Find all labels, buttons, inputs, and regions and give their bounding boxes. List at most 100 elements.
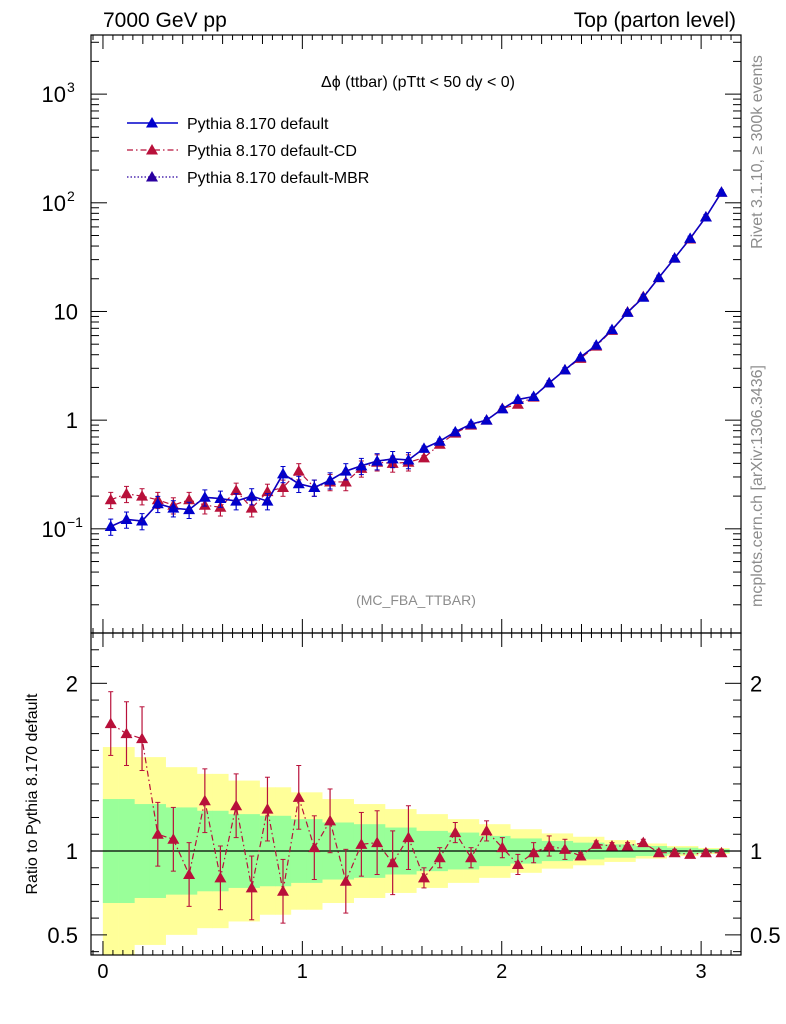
ratio-data-point <box>245 881 258 893</box>
y-tick-label-exponent: 2 <box>67 188 75 204</box>
ratio-line <box>110 723 722 892</box>
data-point <box>230 484 243 496</box>
ratio-data-point <box>355 838 368 849</box>
data-point <box>261 485 274 497</box>
ratio-y-tick-label: 2 <box>66 671 78 696</box>
data-point <box>151 497 164 509</box>
data-point <box>433 435 446 446</box>
ratio-data-point <box>496 841 509 853</box>
data-point <box>574 351 587 362</box>
ratio-data-point <box>621 839 634 851</box>
y-tick-label: 10 <box>54 299 78 324</box>
data-point <box>245 490 258 501</box>
ratio-data-point <box>433 851 446 863</box>
legend-marker <box>146 171 158 182</box>
ratio-data-point <box>386 856 399 868</box>
data-point <box>402 453 415 465</box>
data-point <box>339 475 352 487</box>
ratio-data-point <box>465 851 478 863</box>
y-tick-label: 10 <box>42 517 66 542</box>
data-point <box>120 487 133 499</box>
series-2 <box>110 191 722 528</box>
ratio-data-point <box>214 871 227 883</box>
data-point <box>120 513 133 524</box>
y-tick-label-exponent: 3 <box>67 79 75 95</box>
ratio-data-point <box>198 794 211 806</box>
ratio-y-tick-label: 0.5 <box>47 923 78 948</box>
data-point <box>230 495 243 506</box>
ratio-data-point <box>605 839 618 851</box>
y-tick-label: 10 <box>42 82 66 107</box>
ratio-y-tick-label-right: 2 <box>750 671 762 696</box>
ratio-data-point <box>104 717 117 729</box>
ratio-data-point <box>417 871 430 883</box>
ratio-data-point <box>684 848 697 859</box>
ratio-data-point <box>527 846 540 858</box>
data-point <box>417 451 430 463</box>
ratio-frame <box>90 632 742 956</box>
ratio-data-point <box>324 814 337 826</box>
ratio-ylabel: Ratio to Pythia 8.170 default <box>24 693 41 895</box>
data-point <box>637 291 650 302</box>
ratio-data-point <box>151 828 164 839</box>
ratio-y-tick-label-right: 0.5 <box>750 923 781 948</box>
legend-label: Pythia 8.170 default <box>187 116 329 133</box>
data-point <box>277 467 290 479</box>
ratio-panel: 0 1 2 3 0.5 0.5 1 1 2 2 <box>47 632 781 983</box>
header-left: 7000 GeV pp <box>103 9 227 32</box>
data-point <box>167 502 180 513</box>
ratio-data-point <box>715 846 728 858</box>
ratio-data-point <box>668 846 681 858</box>
rivet-label: Rivet 3.1.10, ≥ 300k events <box>749 55 766 249</box>
ratio-data-point <box>292 791 305 802</box>
data-point <box>605 323 618 335</box>
ratio-data-point <box>480 824 493 836</box>
data-point <box>324 474 337 485</box>
data-point <box>292 477 305 489</box>
ratio-y-tick-label: 1 <box>66 839 78 864</box>
ratio-data-point <box>261 803 274 814</box>
ratio-data-point <box>136 732 149 744</box>
x-tick-label: 1 <box>297 961 308 983</box>
y-tick-label: 10 <box>42 191 66 216</box>
data-point <box>136 515 149 526</box>
ratio-y-tick-label-right: 1 <box>750 839 762 864</box>
data-point <box>261 495 274 506</box>
analysis-tag: (MC_FBA_TTBAR) <box>356 592 476 608</box>
ratio-data-point <box>590 838 603 849</box>
data-point <box>104 493 117 505</box>
x-tick-label: 3 <box>696 961 707 983</box>
data-point <box>277 481 290 493</box>
ratio-data-point <box>637 836 650 848</box>
series-line <box>110 191 723 528</box>
ratio-data-point <box>402 831 415 843</box>
data-point <box>652 271 665 283</box>
data-point <box>355 459 368 471</box>
ratio-data-point <box>230 799 243 811</box>
data-point <box>496 402 509 414</box>
ratio-data-point <box>277 885 290 896</box>
data-point <box>371 455 384 466</box>
data-point <box>183 493 196 505</box>
data-point <box>198 491 211 502</box>
data-point <box>386 452 399 464</box>
data-point <box>511 393 524 404</box>
series-line <box>110 191 722 510</box>
ratio-data-point <box>699 846 712 858</box>
data-point <box>621 306 634 317</box>
x-tick-label: 2 <box>496 961 507 983</box>
series-0 <box>104 186 728 536</box>
ratio-data-point <box>558 843 571 854</box>
data-point <box>214 492 227 504</box>
data-point <box>104 520 117 532</box>
header-right: Top (parton level) <box>574 9 736 32</box>
ratio-data-point <box>167 833 180 844</box>
data-point <box>715 186 728 197</box>
ratio-data-point <box>543 839 556 851</box>
ratio-data-point <box>120 727 133 739</box>
legend: Pythia 8.170 default Pythia 8.170 default… <box>127 116 369 187</box>
ratio-data-point <box>449 826 462 838</box>
plot-title: Δϕ (ttbar) (pTtt < 50 dy < 0) <box>321 74 515 91</box>
